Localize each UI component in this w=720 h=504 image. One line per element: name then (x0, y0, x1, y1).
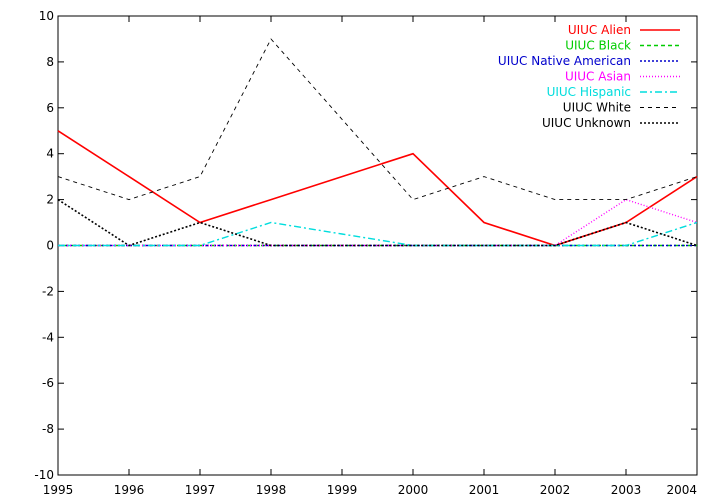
series-group (57, 38, 698, 247)
legend-label: UIUC Asian (565, 70, 631, 84)
y-tick-label: 6 (46, 101, 54, 115)
x-tick-label: 1998 (256, 483, 287, 497)
series-line-uiuc-alien (57, 130, 698, 247)
series-line-uiuc-asian (58, 198, 698, 247)
x-tick-label: 1995 (43, 483, 74, 497)
x-tick-label: 1996 (114, 483, 145, 497)
legend-label: UIUC Native American (498, 54, 631, 68)
y-tick-label: -6 (42, 376, 54, 390)
y-tick-label: -2 (42, 284, 54, 298)
y-tick-label: 10 (39, 9, 54, 23)
y-tick-label: -10 (34, 468, 54, 482)
y-tick-label: -8 (42, 422, 54, 436)
y-tick-label: 2 (46, 193, 54, 207)
x-tick-label: 2002 (540, 483, 571, 497)
legend-label: UIUC Hispanic (547, 85, 631, 99)
legend-label: UIUC Black (565, 39, 631, 53)
y-tick-label: 8 (46, 55, 54, 69)
x-tick-label: 2003 (611, 483, 642, 497)
series-line-uiuc-white (57, 38, 698, 201)
x-tick-label: 2001 (469, 483, 500, 497)
x-tick-label: 2000 (398, 483, 429, 497)
y-tick-label: 0 (46, 239, 54, 253)
legend-label: UIUC White (563, 101, 631, 115)
y-tick-label: 4 (46, 147, 54, 161)
x-tick-label: 1997 (185, 483, 216, 497)
x-tick-label: 2004 (666, 483, 697, 497)
legend-label: UIUC Unknown (542, 116, 631, 130)
y-tick-label: -4 (42, 330, 54, 344)
series-line-uiuc-hispanic (58, 221, 698, 247)
x-tick-label: 1999 (327, 483, 358, 497)
series-line-uiuc-unknown (57, 198, 698, 247)
axis-ticks: -10 -8 -6 -4 -2 0 2 4 6 8 10 1995 1996 1997 1998 1999 20… (34, 9, 698, 497)
legend-label: UIUC Alien (568, 23, 631, 37)
